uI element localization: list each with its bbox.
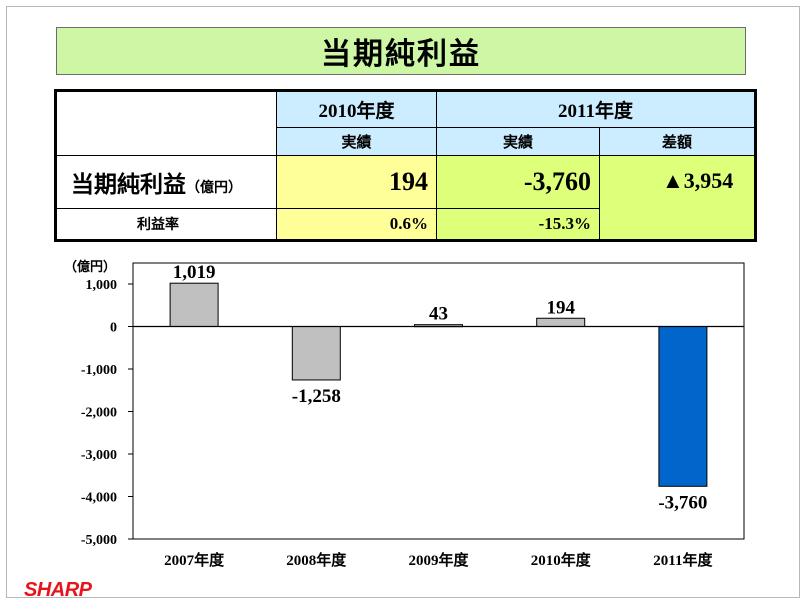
x-tick-label-2: 2009年度 [408, 551, 469, 569]
bar-1 [291, 326, 341, 381]
plot-area [132, 262, 745, 540]
y-tick-label: 1,000 [86, 278, 118, 293]
y-tick-label: -3,000 [81, 448, 117, 463]
net-income-2010: 194 [276, 155, 437, 210]
header-year-2011: 2011年度 [435, 90, 757, 128]
page-title: 当期純利益 [56, 27, 746, 75]
profit-ratio-2011: -15.3% [436, 208, 600, 241]
profit-ratio-label: 利益率 [55, 208, 277, 241]
y-tick-label: -4,000 [81, 491, 117, 506]
y-axis-unit-label: （億円） [64, 259, 116, 274]
data-label-3: 194 [546, 297, 575, 318]
net-income-diff: ▲3,954 [598, 155, 757, 241]
y-tick-label: -1,000 [81, 363, 117, 378]
summary-table: 2010年度 2011年度 実績 実績 差額 当期純利益（億円） 194 -3,… [54, 89, 758, 242]
x-tick-label-0: 2007年度 [164, 551, 225, 569]
net-income-label: 当期純利益 [71, 171, 186, 198]
x-tick-label-1: 2008年度 [286, 551, 347, 569]
header-year-2010: 2010年度 [276, 90, 437, 128]
net-income-2011: -3,760 [436, 155, 600, 210]
slide-frame [6, 6, 800, 598]
x-tick-label-4: 2011年度 [653, 551, 713, 569]
profit-ratio-2010: 0.6% [276, 208, 437, 241]
table-corner-cell [55, 89, 277, 157]
bar-0 [169, 282, 219, 328]
header-diff: 差額 [598, 126, 757, 157]
data-label-0: 1,019 [173, 262, 216, 283]
row-net-income-label: 当期純利益（億円） [55, 155, 277, 210]
x-tick-label-3: 2010年度 [531, 551, 592, 569]
data-label-2: 43 [429, 304, 448, 325]
net-income-unit: （億円） [186, 179, 242, 196]
y-tick-label: 0 [110, 321, 117, 336]
y-tick-label: -2,000 [81, 406, 117, 421]
data-label-1: -1,258 [292, 386, 341, 407]
bar-4 [658, 326, 708, 487]
header-actual-2010: 実績 [276, 126, 437, 157]
bar-3 [536, 317, 586, 328]
data-label-4: -3,760 [658, 492, 707, 513]
sharp-logo: SHARP [24, 579, 92, 601]
header-actual-2011: 実績 [436, 126, 600, 157]
y-tick-label: -5,000 [81, 533, 117, 548]
